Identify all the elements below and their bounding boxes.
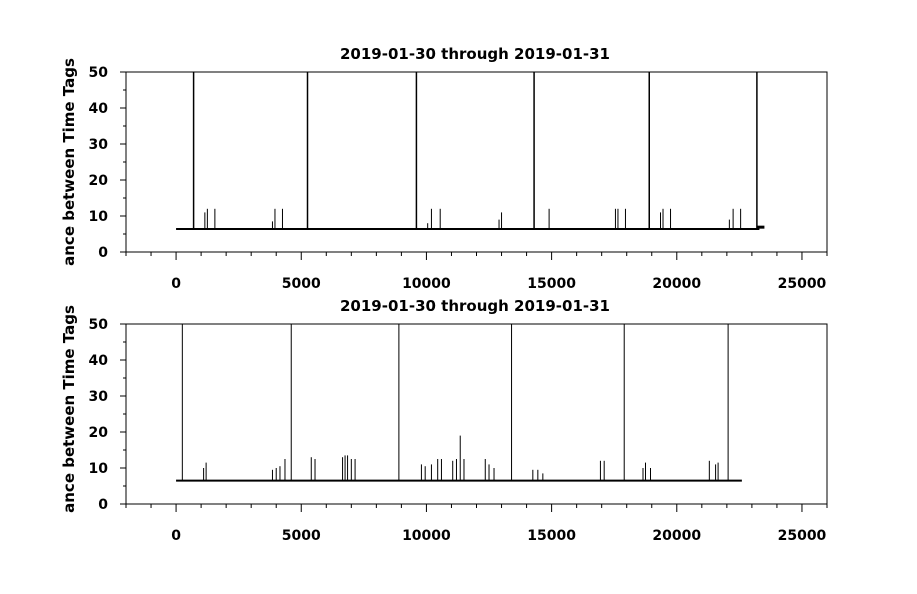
bottom-chart-title: 2019-01-30 through 2019-01-31: [340, 297, 610, 315]
x-tick-label: 15000: [527, 528, 576, 544]
y-tick-label: 50: [89, 317, 109, 333]
bottom-data-marks: [176, 324, 742, 482]
y-tick-label: 40: [89, 101, 109, 117]
x-tick-label: 10000: [402, 276, 451, 292]
x-tick-label: 25000: [778, 528, 827, 544]
x-tick-label: 0: [171, 276, 181, 292]
bottom-y-axis-label: ance between Time Tags: [60, 305, 78, 513]
x-tick-label: 25000: [778, 276, 827, 292]
y-tick-label: 10: [89, 461, 109, 477]
x-tick-label: 20000: [652, 276, 701, 292]
top-plot-frame: [125, 71, 828, 253]
top-panel: 2019-01-30 through 2019-01-31 ance betwe…: [60, 45, 828, 292]
top-y-axis-label: ance between Time Tags: [60, 58, 78, 266]
x-tick-label: 20000: [652, 528, 701, 544]
y-tick-label: 20: [89, 425, 109, 441]
bottom-axes: 0 10 20 30 40 50 0 5000 10000 15000 20000 25000: [89, 317, 828, 544]
bottom-panel: 2019-01-30 through 2019-01-31 ance betwe…: [60, 297, 828, 544]
x-tick-label: 5000: [282, 528, 321, 544]
y-tick-label: 30: [89, 389, 109, 405]
x-tick-label: 5000: [282, 276, 321, 292]
top-data-marks: [176, 72, 765, 230]
top-axes: 0 10 20 30 40 50 0 5000 10000 15000 20000 25000: [89, 65, 828, 292]
x-tick-label: 15000: [527, 276, 576, 292]
y-tick-label: 30: [89, 137, 109, 153]
y-tick-label: 0: [98, 497, 108, 513]
y-tick-label: 50: [89, 65, 109, 81]
top-chart-title: 2019-01-30 through 2019-01-31: [340, 45, 610, 63]
x-tick-label: 0: [171, 528, 181, 544]
y-tick-label: 40: [89, 353, 109, 369]
x-tick-label: 10000: [402, 528, 451, 544]
y-tick-label: 0: [98, 245, 108, 261]
bottom-plot-frame: [125, 323, 828, 505]
y-tick-label: 10: [89, 209, 109, 225]
y-tick-label: 20: [89, 173, 109, 189]
